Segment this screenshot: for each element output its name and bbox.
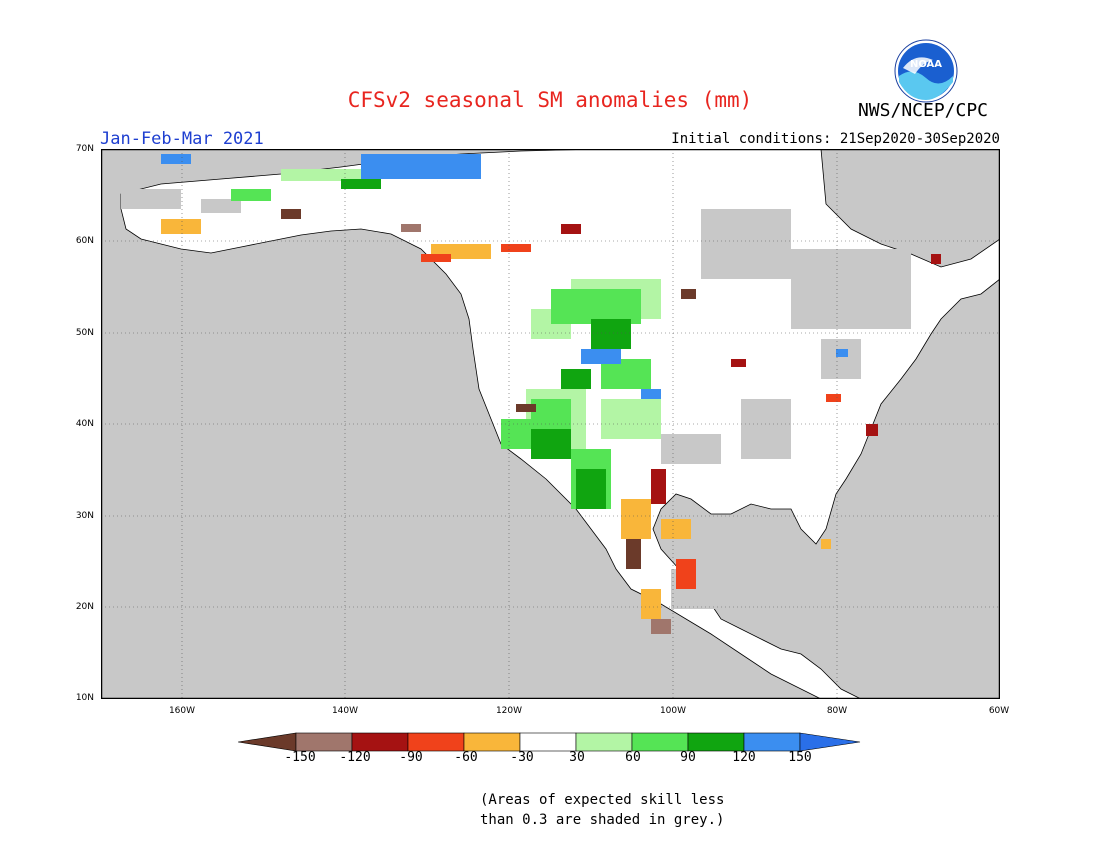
- lon-label: 100W: [659, 706, 687, 716]
- legend-tick-label: -60: [454, 750, 478, 765]
- lat-label: 70N: [75, 144, 94, 154]
- lat-label: 50N: [75, 328, 94, 338]
- legend-arrow-right: [799, 732, 861, 752]
- anomaly-cells: [161, 154, 941, 634]
- noaa-logo: NOAA: [894, 39, 958, 103]
- lat-label: 10N: [75, 693, 94, 703]
- legend-color-cell: [519, 732, 577, 752]
- forecast-period: Jan-Feb-Mar 2021: [100, 129, 264, 149]
- legend-tick-label: -30: [510, 750, 534, 765]
- legend-color-cell: [351, 732, 409, 752]
- skill-footnote-line2: than 0.3 are shaded in grey.): [480, 812, 725, 828]
- legend-tick-label: -90: [399, 750, 423, 765]
- legend-color-cell: [631, 732, 689, 752]
- initial-conditions: Initial conditions: 21Sep2020-30Sep2020: [671, 131, 1000, 147]
- legend-tick-label: 150: [788, 750, 812, 765]
- lon-label: 80W: [826, 706, 848, 716]
- lon-label: 160W: [168, 706, 196, 716]
- lon-label: 120W: [495, 706, 523, 716]
- legend-color-cell: [575, 732, 633, 752]
- lat-label: 30N: [75, 511, 94, 521]
- anomaly-map: [101, 149, 1000, 699]
- map-border: [101, 149, 1000, 699]
- legend-tick-label: 60: [625, 750, 641, 765]
- legend-color-cell: [463, 732, 521, 752]
- map-title: CFSv2 seasonal SM anomalies (mm): [347, 88, 753, 112]
- color-legend-bar: [238, 732, 861, 752]
- lat-label: 60N: [75, 236, 94, 246]
- legend-tick-label: 30: [569, 750, 585, 765]
- logo-text: NOAA: [910, 59, 942, 70]
- legend-tick-label: -150: [284, 750, 316, 765]
- skill-footnote-line1: (Areas of expected skill less: [480, 792, 725, 808]
- legend-color-cell: [687, 732, 745, 752]
- agency-label: NWS/NCEP/CPC: [857, 100, 989, 121]
- lat-label: 40N: [75, 419, 94, 429]
- legend-color-cell: [295, 732, 353, 752]
- lon-label: 140W: [331, 706, 359, 716]
- land-greenland: [820, 149, 1000, 268]
- legend-tick-label: 120: [732, 750, 756, 765]
- legend-tick-label: 90: [680, 750, 696, 765]
- legend-color-cell: [743, 732, 801, 752]
- low-skill-grey-areas: [121, 189, 911, 609]
- legend-tick-label: -120: [339, 750, 371, 765]
- lon-label: 60W: [988, 706, 1010, 716]
- lat-label: 20N: [75, 602, 94, 612]
- legend-arrow-left: [238, 732, 297, 752]
- legend-color-cell: [407, 732, 465, 752]
